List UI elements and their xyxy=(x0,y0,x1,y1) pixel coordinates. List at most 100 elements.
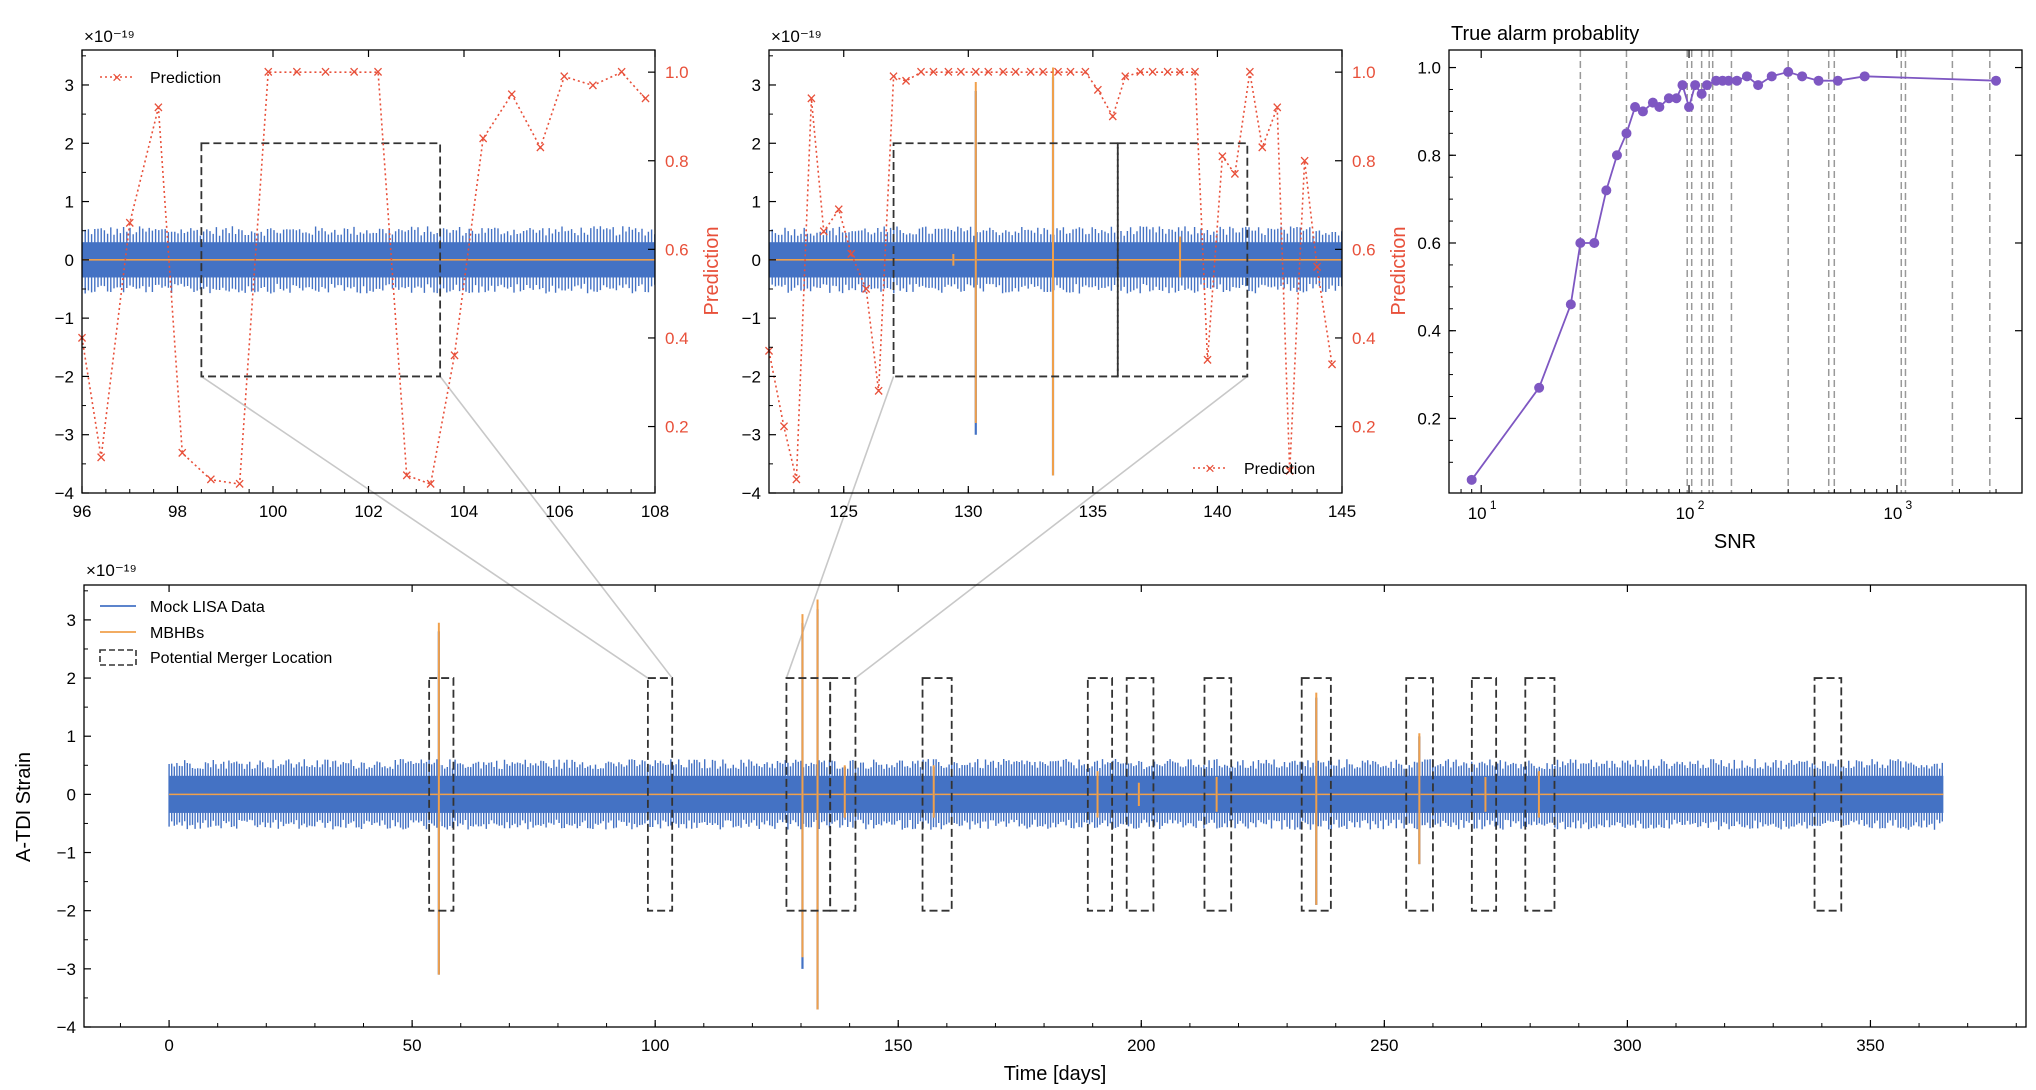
probability-point xyxy=(1741,71,1752,82)
x-tick-label: 108 xyxy=(641,502,669,521)
probability-point xyxy=(1783,66,1794,77)
probability-point xyxy=(1621,128,1632,139)
probability-point xyxy=(1696,88,1707,99)
zoom-connectors xyxy=(200,375,1248,679)
probability-point xyxy=(1466,474,1477,485)
x-tick-label: 130 xyxy=(954,502,982,521)
merger-location-box xyxy=(892,142,1119,378)
zoom1-right-ylabel: Prediction xyxy=(701,227,723,316)
prediction-marker: × xyxy=(806,89,817,109)
zoom1-ticks: 3 2 1 0 −1 −2 −3 −496 98 100 102 104 106 108 1.0 0.8 0.6… xyxy=(55,50,689,521)
prediction-marker: × xyxy=(998,62,1009,82)
probability-point xyxy=(1611,150,1622,161)
prediction-marker: × xyxy=(779,417,790,437)
prediction-marker: × xyxy=(1175,62,1186,82)
y-tick-label: −2 xyxy=(742,367,761,386)
merger-location-box xyxy=(1203,677,1233,912)
prediction-marker: × xyxy=(943,62,954,82)
prediction-marker: × xyxy=(153,98,164,118)
right-tick-label: 1.0 xyxy=(665,63,689,82)
main-xlabel: Time [days] xyxy=(1004,1063,1107,1085)
prediction-marker: × xyxy=(1053,62,1064,82)
legend-box-label: Potential Merger Location xyxy=(150,650,332,667)
prediction-marker: × xyxy=(1190,62,1201,82)
right-tick-label: 0.4 xyxy=(665,329,689,348)
alarm-ticks: 1.00.80.60.40.210 1 10 2 10 3 xyxy=(1417,50,2023,523)
zoom2-legend-marker: × xyxy=(1205,459,1215,478)
prediction-line xyxy=(81,71,646,486)
probability-point xyxy=(1663,93,1674,104)
y-tick-label: 1 xyxy=(752,193,761,212)
main-legend: Mock LISA Data MBHBs Potential Merger Lo… xyxy=(99,599,332,667)
prediction-marker: × xyxy=(956,62,967,82)
prediction-marker: × xyxy=(791,470,802,490)
y-tick-label: −3 xyxy=(57,960,76,979)
prediction-marker: × xyxy=(1147,62,1158,82)
main-ylabel: A-TDI Strain xyxy=(13,752,35,862)
prediction-marker: × xyxy=(124,213,135,233)
merger-location-box xyxy=(1300,677,1332,912)
x-tick-label: 106 xyxy=(545,502,573,521)
prediction-marker: × xyxy=(96,448,107,468)
x-tick-label: 100 xyxy=(259,502,287,521)
probability-point xyxy=(1723,75,1734,86)
y-tick-label: 1 xyxy=(65,193,74,212)
y-tick-label: −4 xyxy=(742,484,761,503)
prediction-marker: × xyxy=(1120,67,1131,87)
prediction-marker: × xyxy=(1010,62,1021,82)
prediction-marker: × xyxy=(616,62,627,82)
prediction-marker: × xyxy=(1093,80,1104,100)
prediction-marker: × xyxy=(1217,146,1228,166)
right-tick-label: 0.6 xyxy=(665,240,689,259)
prediction-marker: × xyxy=(234,474,245,494)
x-tick-label: 300 xyxy=(1613,1036,1641,1055)
right-tick-label: 0.4 xyxy=(1352,329,1376,348)
prediction-marker: × xyxy=(1312,257,1323,277)
prediction-marker: × xyxy=(861,279,872,299)
x-tick-label: 100 xyxy=(641,1036,669,1055)
right-tick-label: 0.8 xyxy=(1352,152,1376,171)
probability-point xyxy=(1753,80,1764,91)
x-tick-label: 98 xyxy=(168,502,187,521)
prediction-marker: × xyxy=(971,62,982,82)
prediction-marker: × xyxy=(425,474,436,494)
zoom2-right-ylabel: Prediction xyxy=(1388,227,1410,316)
merger-location-box xyxy=(428,677,455,912)
y-tick-label: 3 xyxy=(67,611,76,630)
legend-data-label: Mock LISA Data xyxy=(150,599,265,616)
zoom2-exponent: ×10⁻¹⁹ xyxy=(771,27,822,46)
x-tick-label: 140 xyxy=(1203,502,1231,521)
probability-point xyxy=(1637,106,1648,117)
alarm-title: True alarm probablity xyxy=(1451,23,1639,45)
zoom1-legend-label: Prediction xyxy=(150,70,221,87)
y-tick-label: 3 xyxy=(752,76,761,95)
x-tick-exponent: 1 xyxy=(1490,498,1497,512)
probability-point xyxy=(1731,75,1742,86)
y-tick-label: 0 xyxy=(752,251,761,270)
prediction-marker: × xyxy=(1272,98,1283,118)
y-tick-label: 0.2 xyxy=(1417,409,1441,428)
x-tick-exponent: 3 xyxy=(1906,498,1913,512)
x-tick-label: 350 xyxy=(1856,1036,1884,1055)
x-tick-label: 104 xyxy=(450,502,478,521)
y-tick-label: −3 xyxy=(55,426,74,445)
x-tick-label: 96 xyxy=(73,502,92,521)
prediction-marker: × xyxy=(846,244,857,264)
prediction-marker: × xyxy=(983,62,994,82)
zoom2-axes-frame xyxy=(768,49,1343,494)
series-group xyxy=(168,599,1944,1010)
probability-point xyxy=(1677,80,1688,91)
probability-point xyxy=(1690,80,1701,91)
main-exponent: ×10⁻¹⁹ xyxy=(86,561,137,580)
prediction-marker: × xyxy=(1080,62,1091,82)
prediction-marker: × xyxy=(535,137,546,157)
right-tick-label: 0.8 xyxy=(665,152,689,171)
y-tick-label: −1 xyxy=(742,309,761,328)
merger-location-box xyxy=(1470,677,1498,912)
y-tick-label: −4 xyxy=(57,1018,76,1037)
probability-point xyxy=(1630,102,1641,113)
prediction-marker: × xyxy=(1230,164,1241,184)
y-tick-label: 0 xyxy=(65,251,74,270)
prediction-marker: × xyxy=(349,62,360,82)
prediction-marker: × xyxy=(928,62,939,82)
